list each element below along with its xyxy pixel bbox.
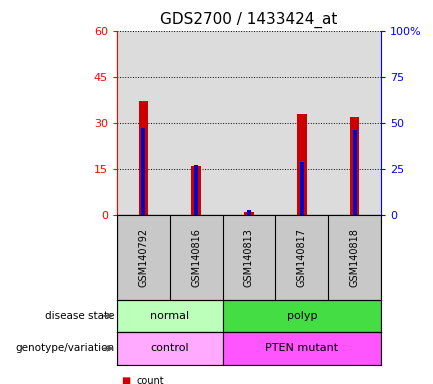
Text: control: control xyxy=(150,343,189,354)
Bar xyxy=(194,165,198,215)
Text: GSM140817: GSM140817 xyxy=(297,228,307,287)
Bar xyxy=(117,332,223,365)
Text: GSM140816: GSM140816 xyxy=(191,228,201,287)
Bar xyxy=(141,128,145,215)
Title: GDS2700 / 1433424_at: GDS2700 / 1433424_at xyxy=(160,12,338,28)
Text: count: count xyxy=(136,376,164,384)
Text: GSM140813: GSM140813 xyxy=(244,228,254,287)
Text: genotype/variation: genotype/variation xyxy=(15,343,114,354)
Text: disease state: disease state xyxy=(45,311,114,321)
Text: GSM140818: GSM140818 xyxy=(349,228,360,287)
Bar xyxy=(300,162,304,215)
Bar xyxy=(297,114,307,215)
Bar xyxy=(244,212,254,215)
Text: ■: ■ xyxy=(121,376,130,384)
Bar xyxy=(191,166,201,215)
Bar xyxy=(352,130,357,215)
Bar xyxy=(247,210,251,215)
Text: normal: normal xyxy=(150,311,189,321)
Bar xyxy=(139,101,148,215)
Text: PTEN mutant: PTEN mutant xyxy=(265,343,338,354)
Bar xyxy=(223,332,381,365)
Bar xyxy=(223,300,381,332)
Text: polyp: polyp xyxy=(287,311,317,321)
Text: GSM140792: GSM140792 xyxy=(138,228,149,287)
Bar xyxy=(350,117,359,215)
Bar xyxy=(117,300,223,332)
